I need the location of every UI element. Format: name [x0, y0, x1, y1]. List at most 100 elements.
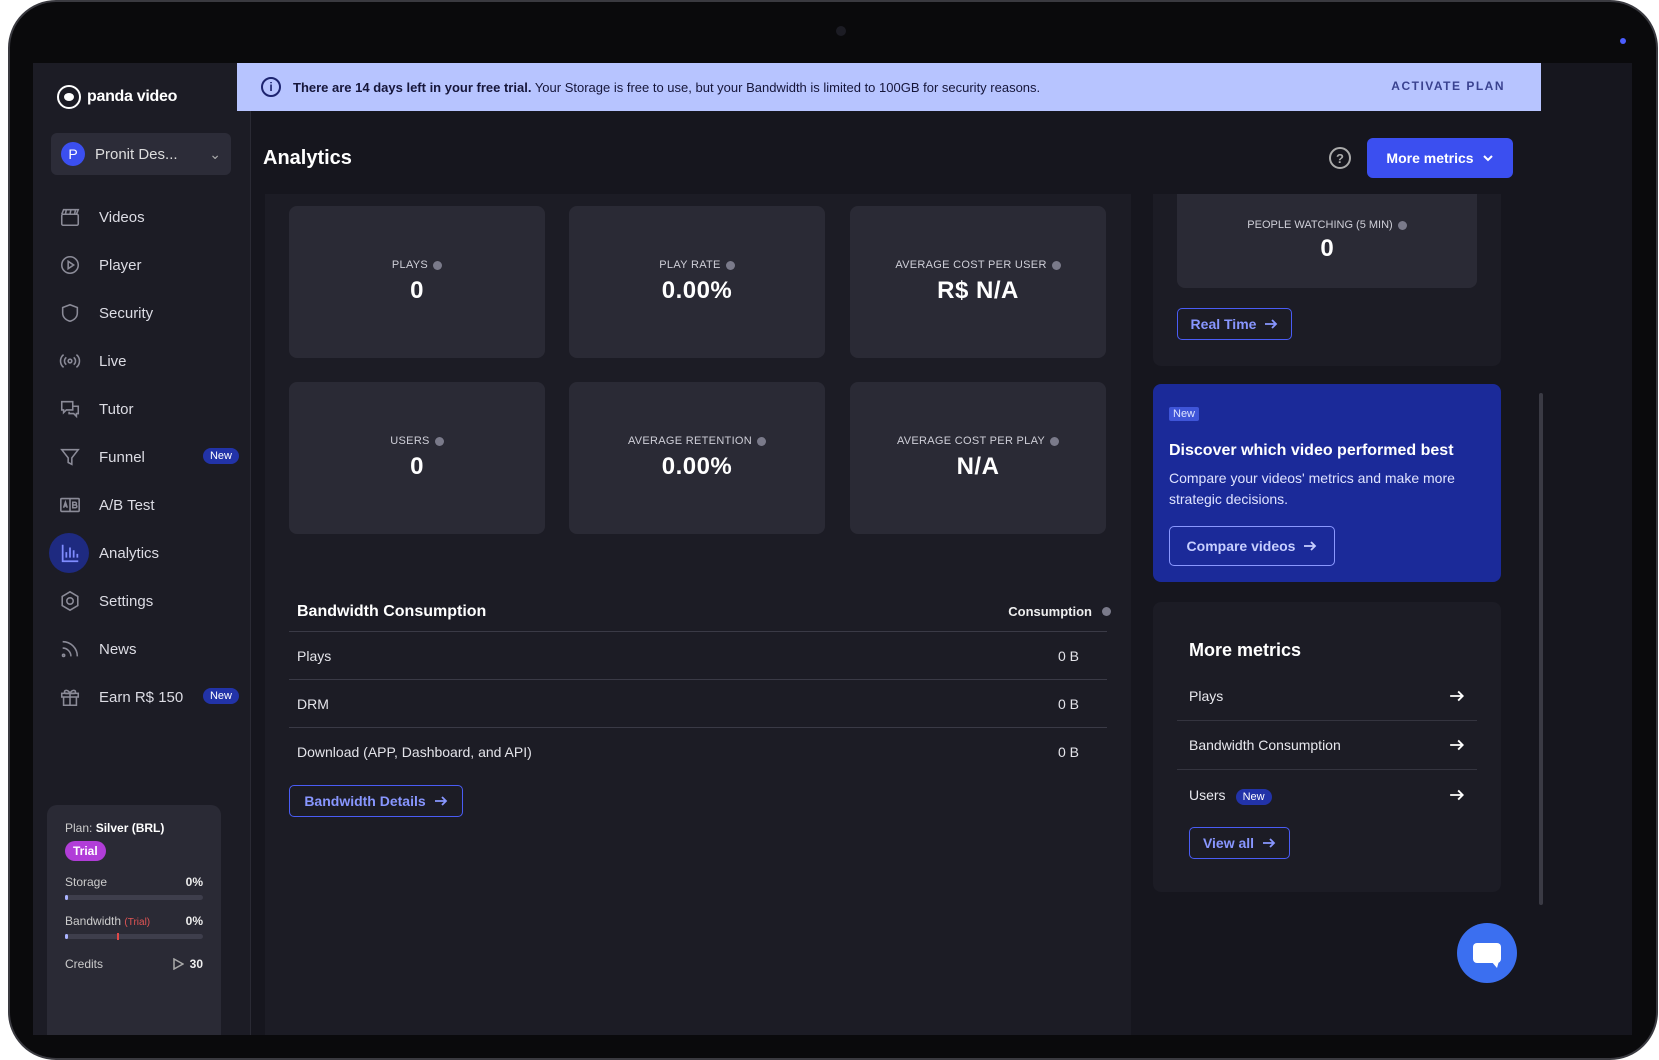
- sidebar-item-news[interactable]: News: [33, 625, 251, 673]
- credits-number: 30: [189, 957, 203, 971]
- help-icon[interactable]: ?: [1329, 147, 1351, 169]
- metric-label-text: PEOPLE WATCHING (5 MIN): [1247, 219, 1393, 231]
- compare-videos-button[interactable]: Compare videos: [1169, 526, 1335, 566]
- table-row: Plays 0 B: [289, 631, 1107, 679]
- sidebar-item-security[interactable]: Security: [33, 289, 251, 337]
- bandwidth-label-text: Bandwidth: [65, 914, 122, 928]
- play-circle-icon: [57, 252, 83, 278]
- consumption-label: Consumption: [1008, 604, 1092, 619]
- more-metrics-button[interactable]: More metrics: [1367, 138, 1513, 178]
- sidebar-item-funnel[interactable]: Funnel New: [33, 433, 251, 481]
- more-metrics-item-users[interactable]: Users New: [1177, 770, 1477, 819]
- metric-card-avg-cost-per-user: AVERAGE COST PER USER R$ N/A: [850, 206, 1106, 358]
- promo-title: Discover which video performed best: [1169, 442, 1454, 459]
- sidebar-nav: Videos Player Security Live: [33, 193, 251, 721]
- chat-support-button[interactable]: [1457, 923, 1517, 983]
- storage-value: 0%: [185, 875, 203, 889]
- trial-badge: Trial: [65, 841, 106, 861]
- button-label: View all: [1202, 835, 1255, 851]
- more-metrics-title: More metrics: [1189, 640, 1302, 660]
- bandwidth-bar-fill: [65, 934, 68, 939]
- info-icon[interactable]: [1397, 220, 1407, 230]
- more-metrics-list: Plays Bandwidth Consumption Users New: [1177, 672, 1477, 819]
- plan-card: Plan: Silver (BRL) Trial Storage 0% Band…: [47, 805, 221, 1035]
- sidebar-item-player[interactable]: Player: [33, 241, 251, 289]
- view-all-button[interactable]: View all: [1189, 827, 1290, 859]
- plan-name: Plan: Silver (BRL): [65, 821, 203, 835]
- activate-plan-link[interactable]: ACTIVATE PLAN: [1391, 79, 1505, 93]
- chevron-down-icon: [1482, 152, 1494, 164]
- compare-videos-promo: New Discover which video performed best …: [1153, 384, 1501, 582]
- info-icon[interactable]: [757, 436, 767, 446]
- chat-icon: [1473, 943, 1501, 968]
- info-icon[interactable]: [433, 260, 443, 270]
- item-label: Users: [1189, 786, 1226, 803]
- new-badge: New: [1235, 788, 1272, 805]
- row-value: 0 B: [1057, 647, 1079, 664]
- credits-value: 30: [172, 957, 203, 971]
- sidebar-item-ab-test[interactable]: A/B Test: [33, 481, 251, 529]
- more-metrics-label: More metrics: [1386, 150, 1474, 166]
- sidebar-item-label: Tutor: [99, 400, 134, 418]
- plan-name-value: Silver (BRL): [95, 821, 165, 835]
- metric-label-text: USERS: [390, 435, 430, 447]
- sidebar-item-settings[interactable]: Settings: [33, 577, 251, 625]
- metric-value: 0: [410, 277, 424, 304]
- more-metrics-item-plays[interactable]: Plays: [1177, 672, 1477, 721]
- bandwidth-trial-note: (Trial): [124, 917, 151, 928]
- bandwidth-value: 0%: [185, 914, 203, 928]
- workspace-selector[interactable]: P Pronit Des... ⌄: [51, 133, 231, 175]
- row-label: DRM: [297, 695, 329, 712]
- metric-value: 0.00%: [661, 453, 733, 480]
- more-metrics-item-bandwidth[interactable]: Bandwidth Consumption: [1177, 721, 1477, 770]
- new-badge: New: [1169, 407, 1200, 421]
- brand-logo[interactable]: panda video: [57, 85, 177, 109]
- sidebar-item-earn[interactable]: Earn R$ 150 New: [33, 673, 251, 721]
- info-icon[interactable]: [725, 260, 735, 270]
- sidebar-item-analytics[interactable]: Analytics: [33, 529, 251, 577]
- button-label: Compare videos: [1186, 538, 1296, 554]
- bandwidth-details-button[interactable]: Bandwidth Details: [289, 785, 463, 817]
- table-row: DRM 0 B: [289, 679, 1107, 727]
- sidebar-item-live[interactable]: Live: [33, 337, 251, 385]
- scrollbar[interactable]: [1539, 393, 1543, 905]
- real-time-button[interactable]: Real Time: [1177, 308, 1292, 340]
- info-icon[interactable]: [434, 436, 444, 446]
- funnel-icon: [57, 444, 83, 470]
- sidebar-item-label: Analytics: [99, 544, 160, 562]
- row-label: Plays: [297, 647, 332, 664]
- page-title: Analytics: [263, 147, 352, 169]
- credits-row: Credits 30: [65, 957, 203, 971]
- trial-message-bold: There are 14 days left in your free tria…: [293, 79, 532, 95]
- info-icon[interactable]: [1102, 607, 1111, 616]
- metric-label: AVERAGE COST PER PLAY: [897, 435, 1060, 447]
- sidebar-item-tutor[interactable]: Tutor: [33, 385, 251, 433]
- plan-prefix: Plan:: [65, 821, 93, 835]
- brand-name: panda video: [87, 88, 178, 105]
- bandwidth-meter: Bandwidth (Trial) 0%: [65, 914, 203, 940]
- storage-label: Storage: [65, 875, 108, 889]
- button-label: Bandwidth Details: [304, 793, 426, 809]
- broadcast-icon: [57, 348, 83, 374]
- sidebar-item-videos[interactable]: Videos: [33, 193, 251, 241]
- panda-logo-icon: [57, 85, 81, 109]
- arrow-right-icon: [434, 794, 448, 808]
- ab-test-icon: [57, 492, 83, 518]
- metric-label-text: PLAYS: [391, 259, 429, 271]
- storage-meter: Storage 0%: [65, 875, 203, 900]
- arrow-right-icon: [1264, 317, 1278, 331]
- sidebar-item-label: A/B Test: [99, 496, 155, 514]
- row-label: Download (APP, Dashboard, and API): [297, 743, 532, 760]
- new-badge: New: [202, 688, 239, 704]
- active-indicator: [49, 533, 89, 573]
- sidebar-item-label: Settings: [99, 592, 154, 610]
- info-icon[interactable]: [1050, 436, 1060, 446]
- metric-value: 0: [410, 453, 424, 480]
- info-icon[interactable]: [1051, 260, 1061, 270]
- sidebar-item-label: Videos: [99, 208, 145, 226]
- arrow-right-icon: [1303, 539, 1317, 553]
- metric-card-avg-cost-per-play: AVERAGE COST PER PLAY N/A: [850, 382, 1106, 534]
- realtime-card: PEOPLE WATCHING (5 MIN) 0 Real Time: [1153, 194, 1501, 366]
- row-value: 0 B: [1057, 743, 1079, 760]
- metric-label-text: AVERAGE COST PER USER: [895, 259, 1047, 271]
